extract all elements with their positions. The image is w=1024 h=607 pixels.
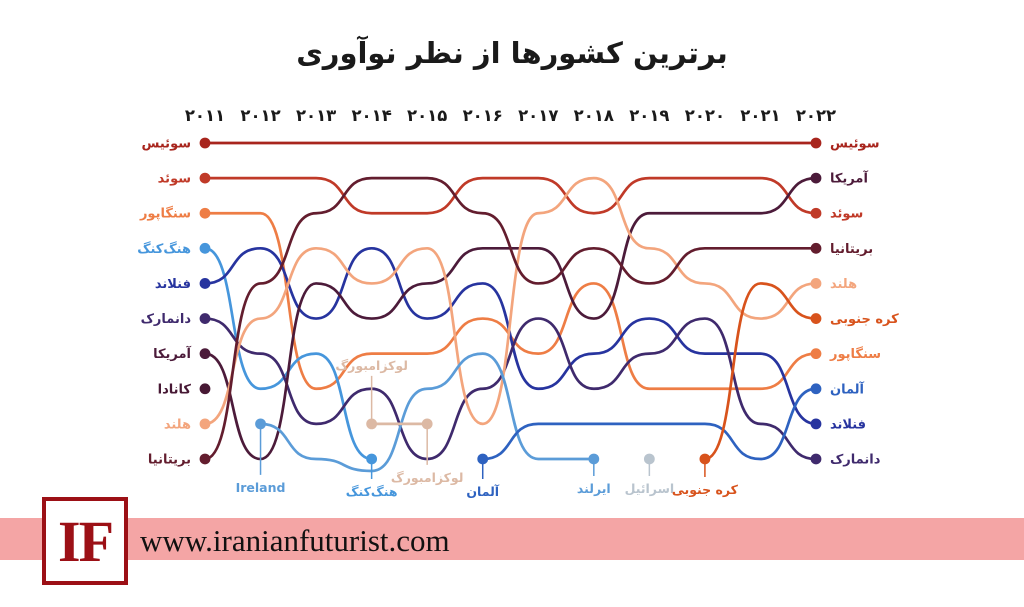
series-endpoint-dot-finland — [810, 418, 822, 430]
year-tick-label: ۲۰۲۱ — [740, 106, 780, 125]
series-endpoint-dot-singapore — [199, 207, 211, 219]
series-line-ireland — [259, 352, 596, 473]
footer-band — [0, 518, 1024, 560]
series-endpoint-dot-denmark — [199, 313, 211, 324]
year-tick-label: ۲۰۱۲ — [240, 106, 280, 125]
right-label-singapore: سنگاپور — [829, 346, 881, 362]
year-tick-label: ۲۰۱۶ — [463, 106, 503, 125]
series-endpoint-dot-denmark — [810, 453, 822, 465]
year-tick-label: ۲۰۱۴ — [351, 106, 391, 125]
series-line-south-korea — [703, 282, 818, 461]
year-tick-label: ۲۰۱۵ — [407, 106, 447, 125]
right-label-germany: آلمان — [830, 380, 865, 397]
left-label-singapore: سنگاپور — [139, 206, 191, 222]
year-tick-label: ۲۰۱۱ — [185, 106, 225, 125]
annotation-label: لوکزامبورگ — [335, 357, 408, 373]
logo-if-monogram: IF — [58, 508, 114, 574]
series-endpoint-dot-netherlands — [810, 278, 822, 289]
logo-box: IF — [42, 497, 128, 585]
series-endpoint-dot-finland — [199, 278, 211, 289]
series-line-germany — [481, 387, 818, 461]
series-endpoint-dot-sweden — [810, 207, 822, 219]
left-label-usa: آمریکا — [153, 345, 191, 362]
series-endpoint-dot-sweden — [199, 172, 211, 184]
right-label-uk: بریتانیا — [830, 242, 873, 257]
year-tick-label: ۲۰۲۲ — [796, 106, 836, 125]
right-label-netherlands: هلند — [830, 277, 857, 292]
series-endpoint-dot-usa — [199, 348, 211, 360]
series-endpoint-dot-germany — [810, 383, 822, 395]
annotation-label: ایرلند — [577, 481, 611, 496]
series-endpoint-dot-canada — [199, 383, 211, 395]
series-endpoint-dot-usa — [810, 172, 822, 184]
bump-chart-svg: ۲۰۱۱ ۲۰۱۲ ۲۰۱۳ ۲۰۱۴ ۲۰۱۵ ۲۰۱۶ ۲۰۱۷ ۲۰۱۸ ۲۰۱۹ ۲۰۲۰… — [137, 106, 899, 499]
series-line-sweden — [203, 176, 818, 215]
left-label-canada: کانادا — [158, 382, 192, 397]
annotation-label: کره جنوبی — [672, 482, 739, 497]
annotation-label: Ireland — [236, 480, 286, 495]
series-line-uk — [203, 176, 818, 461]
series-endpoint-dot-hong-kong — [199, 242, 211, 254]
series-line-denmark — [203, 317, 818, 461]
left-label-uk: بریتانیا — [148, 452, 191, 467]
page-title: برترین کشورها از نظر نوآوری — [296, 36, 728, 70]
year-tick-label: ۲۰۱۸ — [574, 106, 614, 125]
year-tick-label: ۲۰۲۰ — [685, 106, 725, 125]
site-url: www.iranianfuturist.com — [140, 523, 450, 558]
right-label-south-korea: کره جنوبی — [830, 312, 899, 327]
series-line-netherlands — [203, 176, 818, 426]
series-endpoint-dot-uk — [810, 242, 822, 254]
annotation-label: آلمان — [466, 484, 499, 499]
series-endpoint-dot-south-korea — [810, 313, 822, 324]
left-label-hong-kong: هنگ‌کنگ — [137, 241, 191, 257]
series-endpoint-dot-netherlands — [199, 418, 211, 430]
year-tick-label: ۲۰۱۷ — [518, 106, 558, 125]
series-endpoint-dot-singapore — [810, 348, 822, 360]
annotation-label: لوکزامبورگ — [391, 469, 464, 485]
year-tick-label: ۲۰۱۹ — [629, 106, 669, 125]
left-label-netherlands: هلند — [164, 417, 191, 432]
right-label-switzerland: سوئیس — [830, 137, 880, 152]
right-label-sweden: سوئد — [830, 207, 863, 222]
right-label-finland: فنلاند — [830, 417, 866, 432]
right-label-denmark: دانمارک — [830, 452, 881, 467]
left-label-sweden: سوئد — [158, 172, 191, 187]
left-label-finland: فنلاند — [155, 277, 191, 292]
series-endpoint-dot-switzerland — [199, 137, 211, 149]
series-endpoint-dot-uk — [199, 453, 211, 465]
annotation-label: اسرائیل — [625, 481, 675, 496]
annotation-label: هنگ‌کنگ — [346, 484, 398, 499]
year-tick-label: ۲۰۱۳ — [296, 106, 336, 125]
left-label-switzerland: سوئیس — [142, 137, 192, 152]
left-label-denmark: دانمارک — [141, 312, 192, 327]
right-label-usa: آمریکا — [830, 170, 868, 187]
series-endpoint-dot-switzerland — [810, 137, 822, 149]
